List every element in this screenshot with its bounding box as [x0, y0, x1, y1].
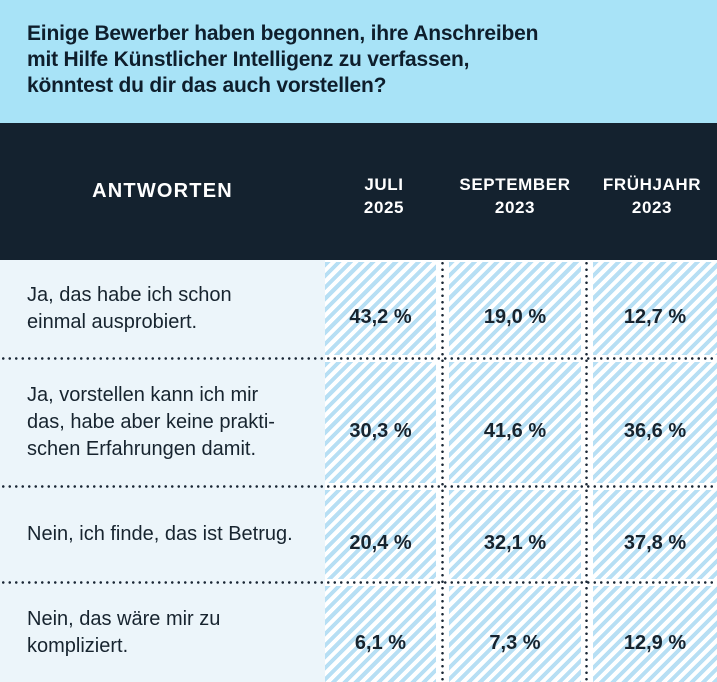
header-answers-label: ANTWORTEN	[92, 180, 233, 202]
answer-text: Ja, vorstellen kann ich mir das, habe ab…	[27, 384, 275, 460]
answer-text: Nein, ich finde, das ist Betrug.	[27, 523, 293, 545]
header-col-september-2023: SEPTEMBER 2023	[459, 174, 571, 217]
value-cell: 20,4 %	[325, 488, 443, 581]
table-row: Ja, das habe ich schon einmal ausprobier…	[0, 260, 717, 357]
value-cell: 19,0 %	[443, 260, 587, 357]
striped-background: 37,8 %	[593, 490, 717, 579]
percentage-value: 36,6 %	[623, 420, 687, 442]
striped-background: 30,3 %	[325, 362, 436, 483]
value-cell: 32,1 %	[443, 488, 587, 581]
table-row: Nein, ich finde, das ist Betrug. 20,4 % …	[0, 488, 717, 581]
striped-background: 20,4 %	[325, 490, 436, 579]
percentage-value: 19,0 %	[483, 306, 547, 328]
question-box: Einige Bewerber haben begonnen, ihre Ans…	[0, 0, 717, 123]
striped-background: 12,9 %	[593, 586, 717, 682]
striped-background: 6,1 %	[325, 586, 436, 682]
percentage-value: 41,6 %	[483, 420, 547, 442]
value-cell: 37,8 %	[587, 488, 717, 581]
striped-background: 36,6 %	[593, 362, 717, 483]
percentage-value: 20,4 %	[349, 532, 412, 554]
striped-background: 32,1 %	[449, 490, 581, 579]
table-row: Nein, das wäre mir zu kompliziert. 6,1 %…	[0, 584, 717, 682]
dotted-row-separator	[0, 357, 717, 360]
value-cell: 30,3 %	[325, 360, 443, 485]
table-header: ANTWORTEN JULI 2025 SEPTEMBER 2023 FRÜHJ…	[0, 123, 717, 260]
value-cell: 41,6 %	[443, 360, 587, 485]
percentage-value: 7,3 %	[489, 631, 541, 654]
dotted-column-separator	[441, 260, 444, 682]
question-text: Einige Bewerber haben begonnen, ihre Ans…	[27, 22, 539, 97]
table-row: Ja, vorstellen kann ich mir das, habe ab…	[0, 360, 717, 485]
value-cell: 12,9 %	[587, 584, 717, 682]
table-body: Ja, das habe ich schon einmal ausprobier…	[0, 260, 717, 682]
dotted-column-separator	[585, 260, 588, 682]
header-col-fruehjahr-2023: FRÜHJAHR 2023	[602, 174, 702, 217]
striped-background: 41,6 %	[449, 362, 581, 483]
value-cell: 43,2 %	[325, 260, 443, 357]
percentage-value: 43,2 %	[349, 306, 412, 328]
header-col-juli-2025: JULI 2025	[363, 174, 405, 217]
percentage-value: 12,7 %	[623, 306, 687, 328]
dotted-row-separator	[0, 485, 717, 488]
value-cell: 6,1 %	[325, 584, 443, 682]
value-cell: 36,6 %	[587, 360, 717, 485]
value-cell: 12,7 %	[587, 260, 717, 357]
percentage-value: 32,1 %	[483, 532, 547, 554]
answer-text: Ja, das habe ich schon einmal ausprobier…	[27, 283, 232, 333]
dotted-row-separator	[0, 581, 717, 584]
percentage-value: 6,1 %	[354, 631, 407, 654]
striped-background: 12,7 %	[593, 262, 717, 355]
answer-text: Nein, das wäre mir zu kompliziert.	[27, 608, 221, 657]
percentage-value: 30,3 %	[349, 420, 412, 442]
percentage-value: 37,8 %	[623, 532, 687, 554]
value-cell: 7,3 %	[443, 584, 587, 682]
striped-background: 7,3 %	[449, 586, 581, 682]
striped-background: 19,0 %	[449, 262, 581, 355]
percentage-value: 12,9 %	[623, 631, 687, 654]
striped-background: 43,2 %	[325, 262, 436, 355]
